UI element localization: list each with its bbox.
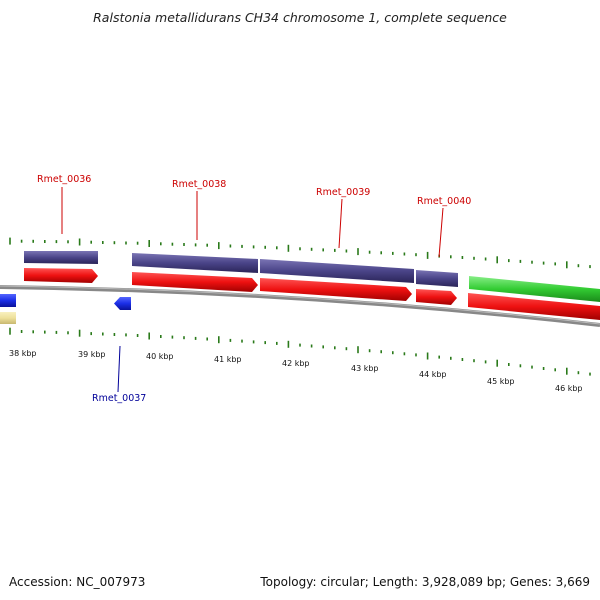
cds-feature-rmet-0039[interactable] bbox=[260, 278, 412, 301]
kbp-label: 39 kbp bbox=[78, 350, 106, 359]
gene-label-rmet-0038[interactable]: Rmet_0038 bbox=[172, 179, 226, 190]
rna-feature[interactable] bbox=[469, 276, 600, 302]
other-feature-left[interactable] bbox=[0, 312, 16, 324]
gene-label-rmet-0036[interactable]: Rmet_0036 bbox=[37, 174, 91, 185]
kbp-label: 43 kbp bbox=[351, 364, 379, 373]
reverse-feature-left[interactable] bbox=[0, 294, 16, 307]
cds-feature-next[interactable] bbox=[468, 293, 600, 320]
sequence-backbone-highlight bbox=[0, 285, 600, 325]
cds-feature-rmet-0036[interactable] bbox=[24, 268, 98, 283]
map-title: Ralstonia metallidurans CH34 chromosome … bbox=[93, 10, 507, 25]
gene-label-rmet-0037[interactable]: Rmet_0037 bbox=[92, 393, 146, 404]
accession-text: Accession: NC_007973 bbox=[9, 575, 145, 589]
sequence-backbone bbox=[0, 285, 600, 327]
kbp-label: 46 kbp bbox=[555, 384, 583, 393]
gene-feature-rmet-0038[interactable] bbox=[132, 253, 258, 273]
label-line-rmet-0039 bbox=[338, 198, 343, 249]
kbp-label: 45 kbp bbox=[487, 377, 515, 386]
cds-feature-rmet-0037[interactable] bbox=[114, 297, 131, 310]
lower-scale-ticks bbox=[9, 327, 591, 376]
kbp-label: 40 kbp bbox=[146, 352, 174, 361]
gene-feature-rmet-0039[interactable] bbox=[260, 259, 414, 283]
kbp-label: 41 kbp bbox=[214, 355, 242, 364]
cds-feature-rmet-0038[interactable] bbox=[132, 272, 258, 292]
label-line-rmet-0037 bbox=[117, 345, 121, 393]
label-line-rmet-0040 bbox=[438, 207, 444, 258]
upper-scale-ticks bbox=[9, 237, 591, 269]
gene-label-rmet-0040[interactable]: Rmet_0040 bbox=[417, 196, 471, 207]
gene-feature-rmet-0040[interactable] bbox=[416, 270, 458, 287]
cds-feature-rmet-0040[interactable] bbox=[416, 289, 457, 305]
kbp-label: 42 kbp bbox=[282, 359, 310, 368]
genome-summary-text: Topology: circular; Length: 3,928,089 bp… bbox=[259, 575, 590, 589]
gene-feature-rmet-0036[interactable] bbox=[24, 251, 98, 264]
gene-label-rmet-0039[interactable]: Rmet_0039 bbox=[316, 187, 370, 198]
kbp-label: 38 kbp bbox=[9, 349, 37, 358]
kbp-label: 44 kbp bbox=[419, 370, 447, 379]
